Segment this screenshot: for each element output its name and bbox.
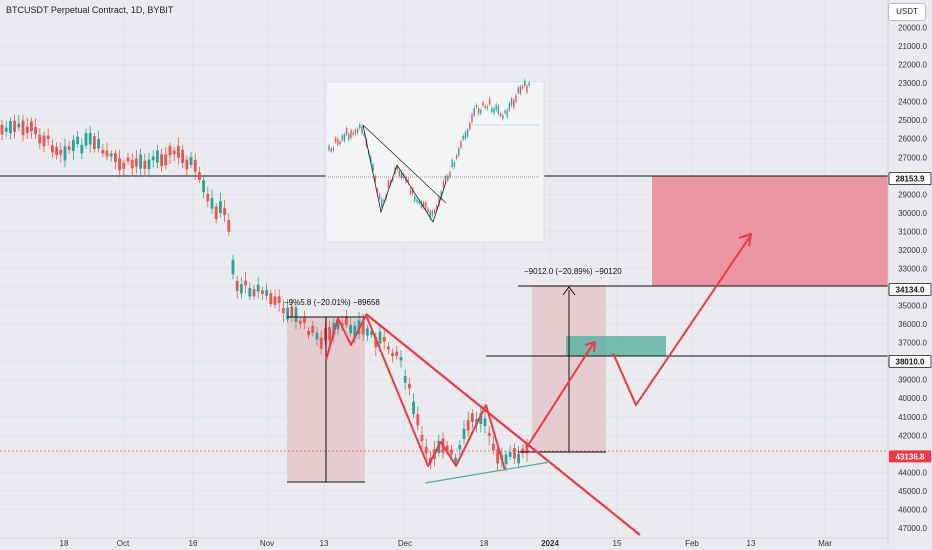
price-tags: 28153.9 34134.0 38010.0 43136.8 <box>888 172 932 463</box>
time-tick: Dec <box>398 539 412 548</box>
price-tick: 24000.0 <box>898 98 927 107</box>
zigzag-pattern[interactable] <box>325 314 506 471</box>
price-tick: 33000.0 <box>898 264 927 273</box>
measure-label-left: −9%5.8 (−20.01%) −89658 <box>284 298 380 307</box>
price-tag: 38010.0 <box>888 354 932 368</box>
measure-label-right: −9012.0 (−20.89%) −90120 <box>524 267 622 276</box>
time-tick: 18 <box>480 539 489 548</box>
price-tick: 21000.0 <box>898 42 927 51</box>
measure-tool-right[interactable] <box>518 285 606 453</box>
time-tick: 13 <box>320 539 329 548</box>
candlestick-series <box>0 114 529 472</box>
time-tick: 18 <box>60 539 69 548</box>
price-tick: 39000.0 <box>898 376 927 385</box>
price-tag: 28153.9 <box>888 172 932 186</box>
price-tick: 23000.0 <box>898 79 927 88</box>
svg-text:34134.0: 34134.0 <box>896 286 925 295</box>
price-tick: 37000.0 <box>898 339 927 348</box>
svg-text:38010.0: 38010.0 <box>896 357 925 366</box>
svg-text:43136.8: 43136.8 <box>896 452 925 461</box>
price-tick: 42000.0 <box>898 431 927 440</box>
price-tick: 27000.0 <box>898 153 927 162</box>
time-tick: 15 <box>613 539 622 548</box>
time-tick: Mar <box>818 539 832 548</box>
price-tick: 45000.0 <box>898 487 927 496</box>
price-tick: 30000.0 <box>898 209 927 218</box>
entry-zone[interactable] <box>566 336 666 356</box>
time-tick: 2024 <box>541 539 559 548</box>
time-tick: Feb <box>685 539 699 548</box>
price-tick: 20000.0 <box>898 24 927 33</box>
falling-trendline[interactable] <box>365 313 641 536</box>
price-tag: 43136.8 <box>889 450 931 463</box>
price-tick: 36000.0 <box>898 320 927 329</box>
price-tick: 31000.0 <box>898 227 927 236</box>
time-tick: 13 <box>747 539 756 548</box>
time-tick: Nov <box>260 539 274 548</box>
price-tick: 25000.0 <box>898 116 927 125</box>
price-tick: 32000.0 <box>898 246 927 255</box>
price-tick: 46000.0 <box>898 505 927 514</box>
time-tick: 16 <box>189 539 198 548</box>
time-tick: Oct <box>117 539 130 548</box>
price-tick: 35000.0 <box>898 302 927 311</box>
price-tick: 22000.0 <box>898 61 927 70</box>
price-tick: 41000.0 <box>898 413 927 422</box>
svg-text:28153.9: 28153.9 <box>896 175 925 184</box>
chart-title: BTCUSDT Perpetual Contract, 1D, BYBIT <box>6 5 174 15</box>
support-trendline[interactable] <box>424 461 551 484</box>
target-zone[interactable] <box>652 176 888 286</box>
measure-tool-left[interactable] <box>287 316 365 483</box>
price-tag: 34134.0 <box>888 283 932 296</box>
time-axis[interactable]: 18 Oct 16 Nov 13 Dec 18 2024 15 Feb 13 Mar <box>60 539 833 548</box>
price-tick: 47000.0 <box>898 524 927 533</box>
currency-button[interactable]: USDT <box>888 3 926 21</box>
price-tick: 29000.0 <box>898 190 927 199</box>
price-tick: 40000.0 <box>898 394 927 403</box>
price-tick: 26000.0 <box>898 135 927 144</box>
inset-chart-image <box>325 78 545 243</box>
price-tick: 44000.0 <box>898 468 927 477</box>
projection-path[interactable] <box>526 233 752 448</box>
